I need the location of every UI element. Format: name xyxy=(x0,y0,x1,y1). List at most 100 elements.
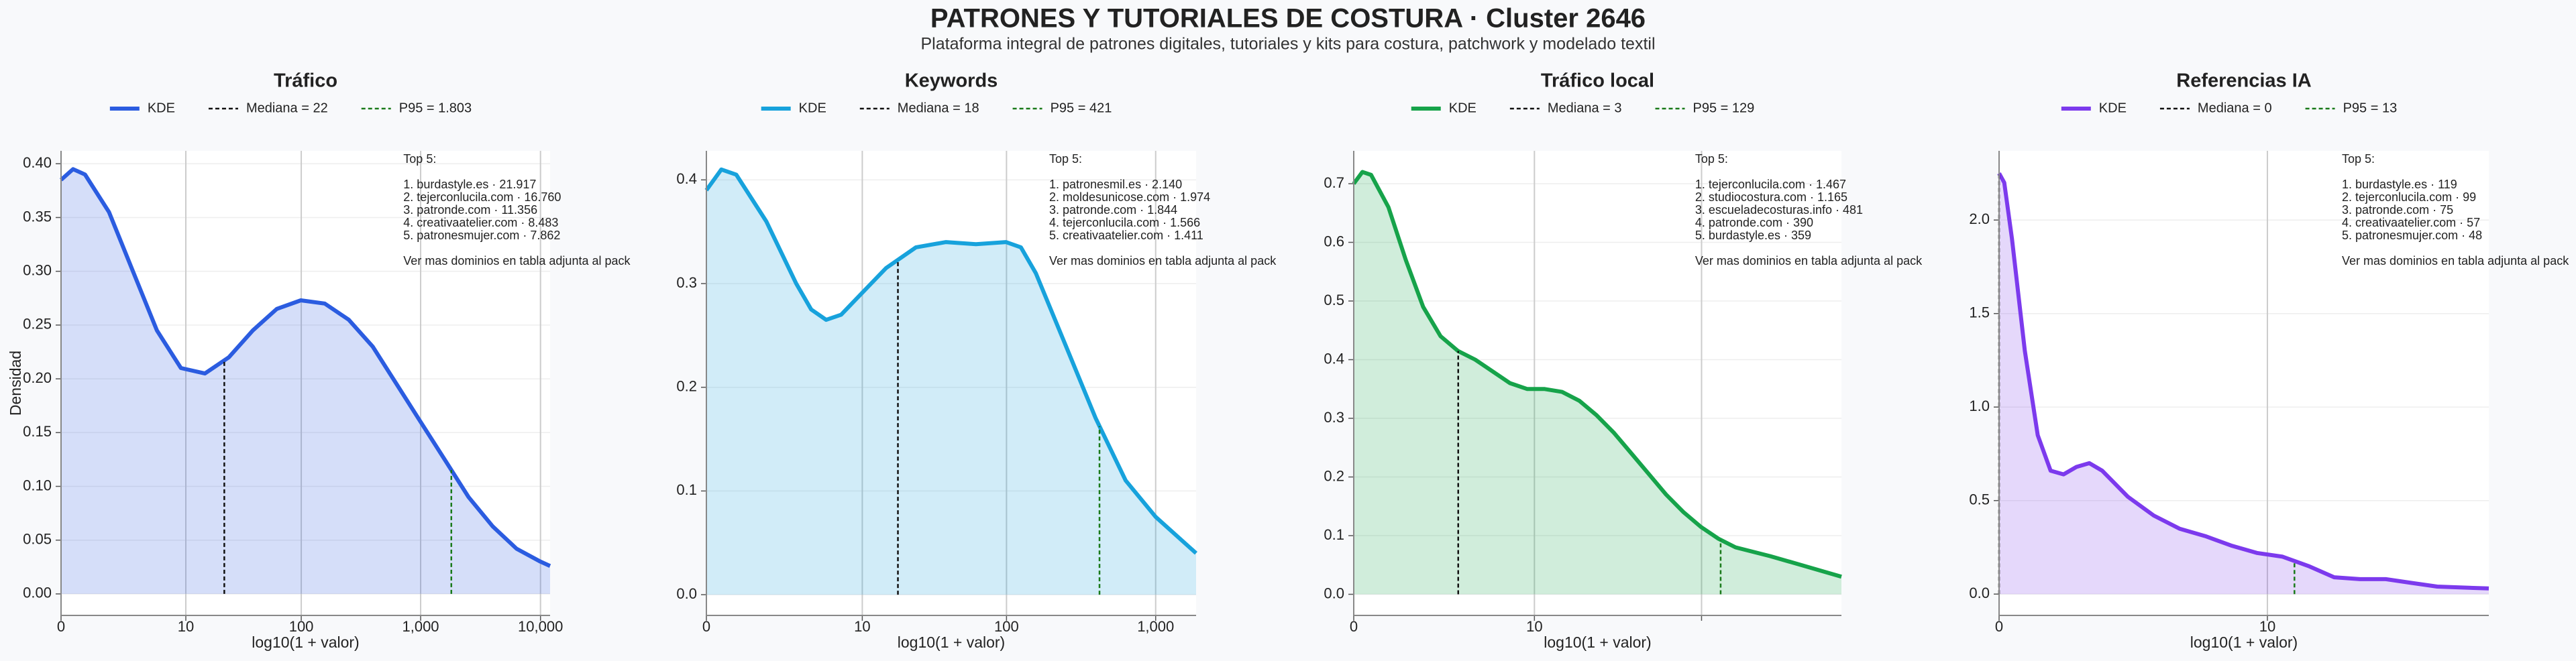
legend-label: Mediana = 3 xyxy=(1548,101,1622,115)
x-tick-label: 10 xyxy=(1526,618,1542,635)
legend-label: Mediana = 18 xyxy=(898,101,979,115)
y-tick-label: 0.2 xyxy=(676,378,697,395)
y-tick-label: 0.0 xyxy=(676,585,697,602)
legend-label: KDE xyxy=(799,101,826,115)
legend: KDE Mediana = 0 P95 = 13 xyxy=(2061,101,2397,115)
annotation-line: 4. patronde.com · 390 xyxy=(1695,216,1813,229)
x-tick-label: 0 xyxy=(1995,618,2003,635)
page-title: PATRONES Y TUTORIALES DE COSTURA · Clust… xyxy=(930,4,1646,34)
x-tick-label: 0 xyxy=(57,618,65,635)
annotation-line: 3. patronde.com · 11.356 xyxy=(403,203,537,217)
y-tick-label: 0.1 xyxy=(676,481,697,498)
y-tick-label: 0.4 xyxy=(1324,350,1344,367)
x-tick-label: 100 xyxy=(994,618,1019,635)
x-tick-label: 10,000 xyxy=(518,618,563,635)
y-tick-label: 0.15 xyxy=(23,423,52,440)
plot-area xyxy=(61,151,550,615)
x-tick-label: 1,000 xyxy=(402,618,439,635)
annotation-line: 2. studiocostura.com · 1.165 xyxy=(1695,190,1847,204)
kde-line xyxy=(60,167,551,568)
annotation-line: 2. moldesunicose.com · 1.974 xyxy=(1049,190,1210,204)
y-tick-label: 0.20 xyxy=(23,369,52,386)
annotation-line: 5. creativaatelier.com · 1.411 xyxy=(1049,229,1203,242)
x-tick-label: 0 xyxy=(1350,618,1358,635)
y-tick-label: 0.2 xyxy=(1324,467,1344,484)
legend: KDE Mediana = 18 P95 = 421 xyxy=(761,101,1112,115)
annotation-line: 2. tejerconlucila.com · 99 xyxy=(2342,190,2476,204)
x-tick-label: 10 xyxy=(854,618,870,635)
legend-label: KDE xyxy=(2099,101,2127,115)
annotation-line: 2. tejerconlucila.com · 16.760 xyxy=(403,190,561,204)
y-tick-label: 0.0 xyxy=(1324,585,1344,601)
annotation-line: Top 5: xyxy=(1695,152,1728,166)
annotation-line: Top 5: xyxy=(2342,152,2375,166)
annotation-line: 4. tejerconlucila.com · 1.566 xyxy=(1049,216,1200,229)
y-tick-label: 0.10 xyxy=(23,477,52,493)
panel-title: Tráfico local xyxy=(1541,70,1654,92)
annotation-line: 1. tejerconlucila.com · 1.467 xyxy=(1695,178,1846,191)
legend: KDE Mediana = 3 P95 = 129 xyxy=(1411,101,1755,115)
y-tick-label: 1.5 xyxy=(1969,304,1990,321)
plot-area xyxy=(1999,151,2489,615)
panel-title: Tráfico xyxy=(274,70,337,92)
legend-label: P95 = 13 xyxy=(2343,101,2398,115)
plot-area xyxy=(1354,151,1841,615)
kde-area xyxy=(1999,173,2489,595)
y-tick-label: 0.1 xyxy=(1324,526,1344,543)
annotation-line: 1. patronesmil.es · 2.140 xyxy=(1049,178,1182,191)
x-tick-label: 0 xyxy=(702,618,710,635)
x-tick-label: 10 xyxy=(178,618,194,635)
kde-line xyxy=(704,167,1198,555)
annotation-line: 3. patronde.com · 75 xyxy=(2342,203,2453,217)
panel-title: Keywords xyxy=(905,70,998,92)
y-tick-label: 0.3 xyxy=(1324,409,1344,426)
annotation-line: Top 5: xyxy=(403,152,436,166)
x-tick-label: 1,000 xyxy=(1137,618,1174,635)
y-tick-label: 0.30 xyxy=(23,261,52,278)
kde-area xyxy=(61,169,550,594)
y-tick-label: 0.25 xyxy=(23,316,52,333)
y-tick-label: 0.3 xyxy=(676,274,697,291)
y-tick-label: 0.05 xyxy=(23,531,52,548)
legend-label: P95 = 129 xyxy=(1693,101,1755,115)
legend-label: Mediana = 0 xyxy=(2198,101,2272,115)
y-tick-label: 0.00 xyxy=(23,585,52,601)
y-axis-label: Densidad xyxy=(7,351,24,416)
annotation-line: 5. burdastyle.es · 359 xyxy=(1695,229,1811,242)
legend-label: KDE xyxy=(148,101,175,115)
legend-label: P95 = 421 xyxy=(1051,101,1112,115)
annotation-line: 4. creativaatelier.com · 8.483 xyxy=(403,216,558,229)
annotation-line: Ver mas dominios en tabla adjunta al pac… xyxy=(1049,254,1277,267)
kde-line xyxy=(1352,170,1842,579)
y-tick-label: 0.6 xyxy=(1324,233,1344,249)
y-tick-label: 0.5 xyxy=(1324,292,1344,308)
page-subtitle: Plataforma integral de patrones digitale… xyxy=(921,35,1656,54)
x-axis-label: log10(1 + valor) xyxy=(1544,634,1651,651)
annotation-line: Ver mas dominios en tabla adjunta al pac… xyxy=(2342,254,2569,267)
y-tick-label: 0.4 xyxy=(676,170,697,187)
kde-area xyxy=(1354,172,1841,595)
plot-area xyxy=(706,151,1196,615)
y-tick-label: 0.0 xyxy=(1969,585,1990,601)
annotation-line: 4. creativaatelier.com · 57 xyxy=(2342,216,2480,229)
annotation-line: 5. patronesmujer.com · 48 xyxy=(2342,229,2482,242)
annotation-line: 1. burdastyle.es · 21.917 xyxy=(403,178,536,191)
legend: KDE Mediana = 22 P95 = 1.803 xyxy=(109,101,472,115)
annotation-line: Ver mas dominios en tabla adjunta al pac… xyxy=(1695,254,1923,267)
annotation-line: 3. patronde.com · 1.844 xyxy=(1049,203,1177,217)
y-tick-label: 2.0 xyxy=(1969,211,1990,227)
x-axis-label: log10(1 + valor) xyxy=(252,634,359,651)
legend-label: P95 = 1.803 xyxy=(399,101,472,115)
annotation-line: 3. escueladecosturas.info · 481 xyxy=(1695,203,1863,217)
y-tick-label: 0.35 xyxy=(23,208,52,225)
x-tick-label: 100 xyxy=(289,618,314,635)
annotation-line: 5. patronesmujer.com · 7.862 xyxy=(403,229,560,242)
legend-label: KDE xyxy=(1449,101,1477,115)
annotation-line: Ver mas dominios en tabla adjunta al pac… xyxy=(403,254,631,267)
x-axis-label: log10(1 + valor) xyxy=(898,634,1005,651)
kde-line xyxy=(1997,172,2489,591)
x-tick-label: 10 xyxy=(2259,618,2275,635)
legend-label: Mediana = 22 xyxy=(246,101,328,115)
